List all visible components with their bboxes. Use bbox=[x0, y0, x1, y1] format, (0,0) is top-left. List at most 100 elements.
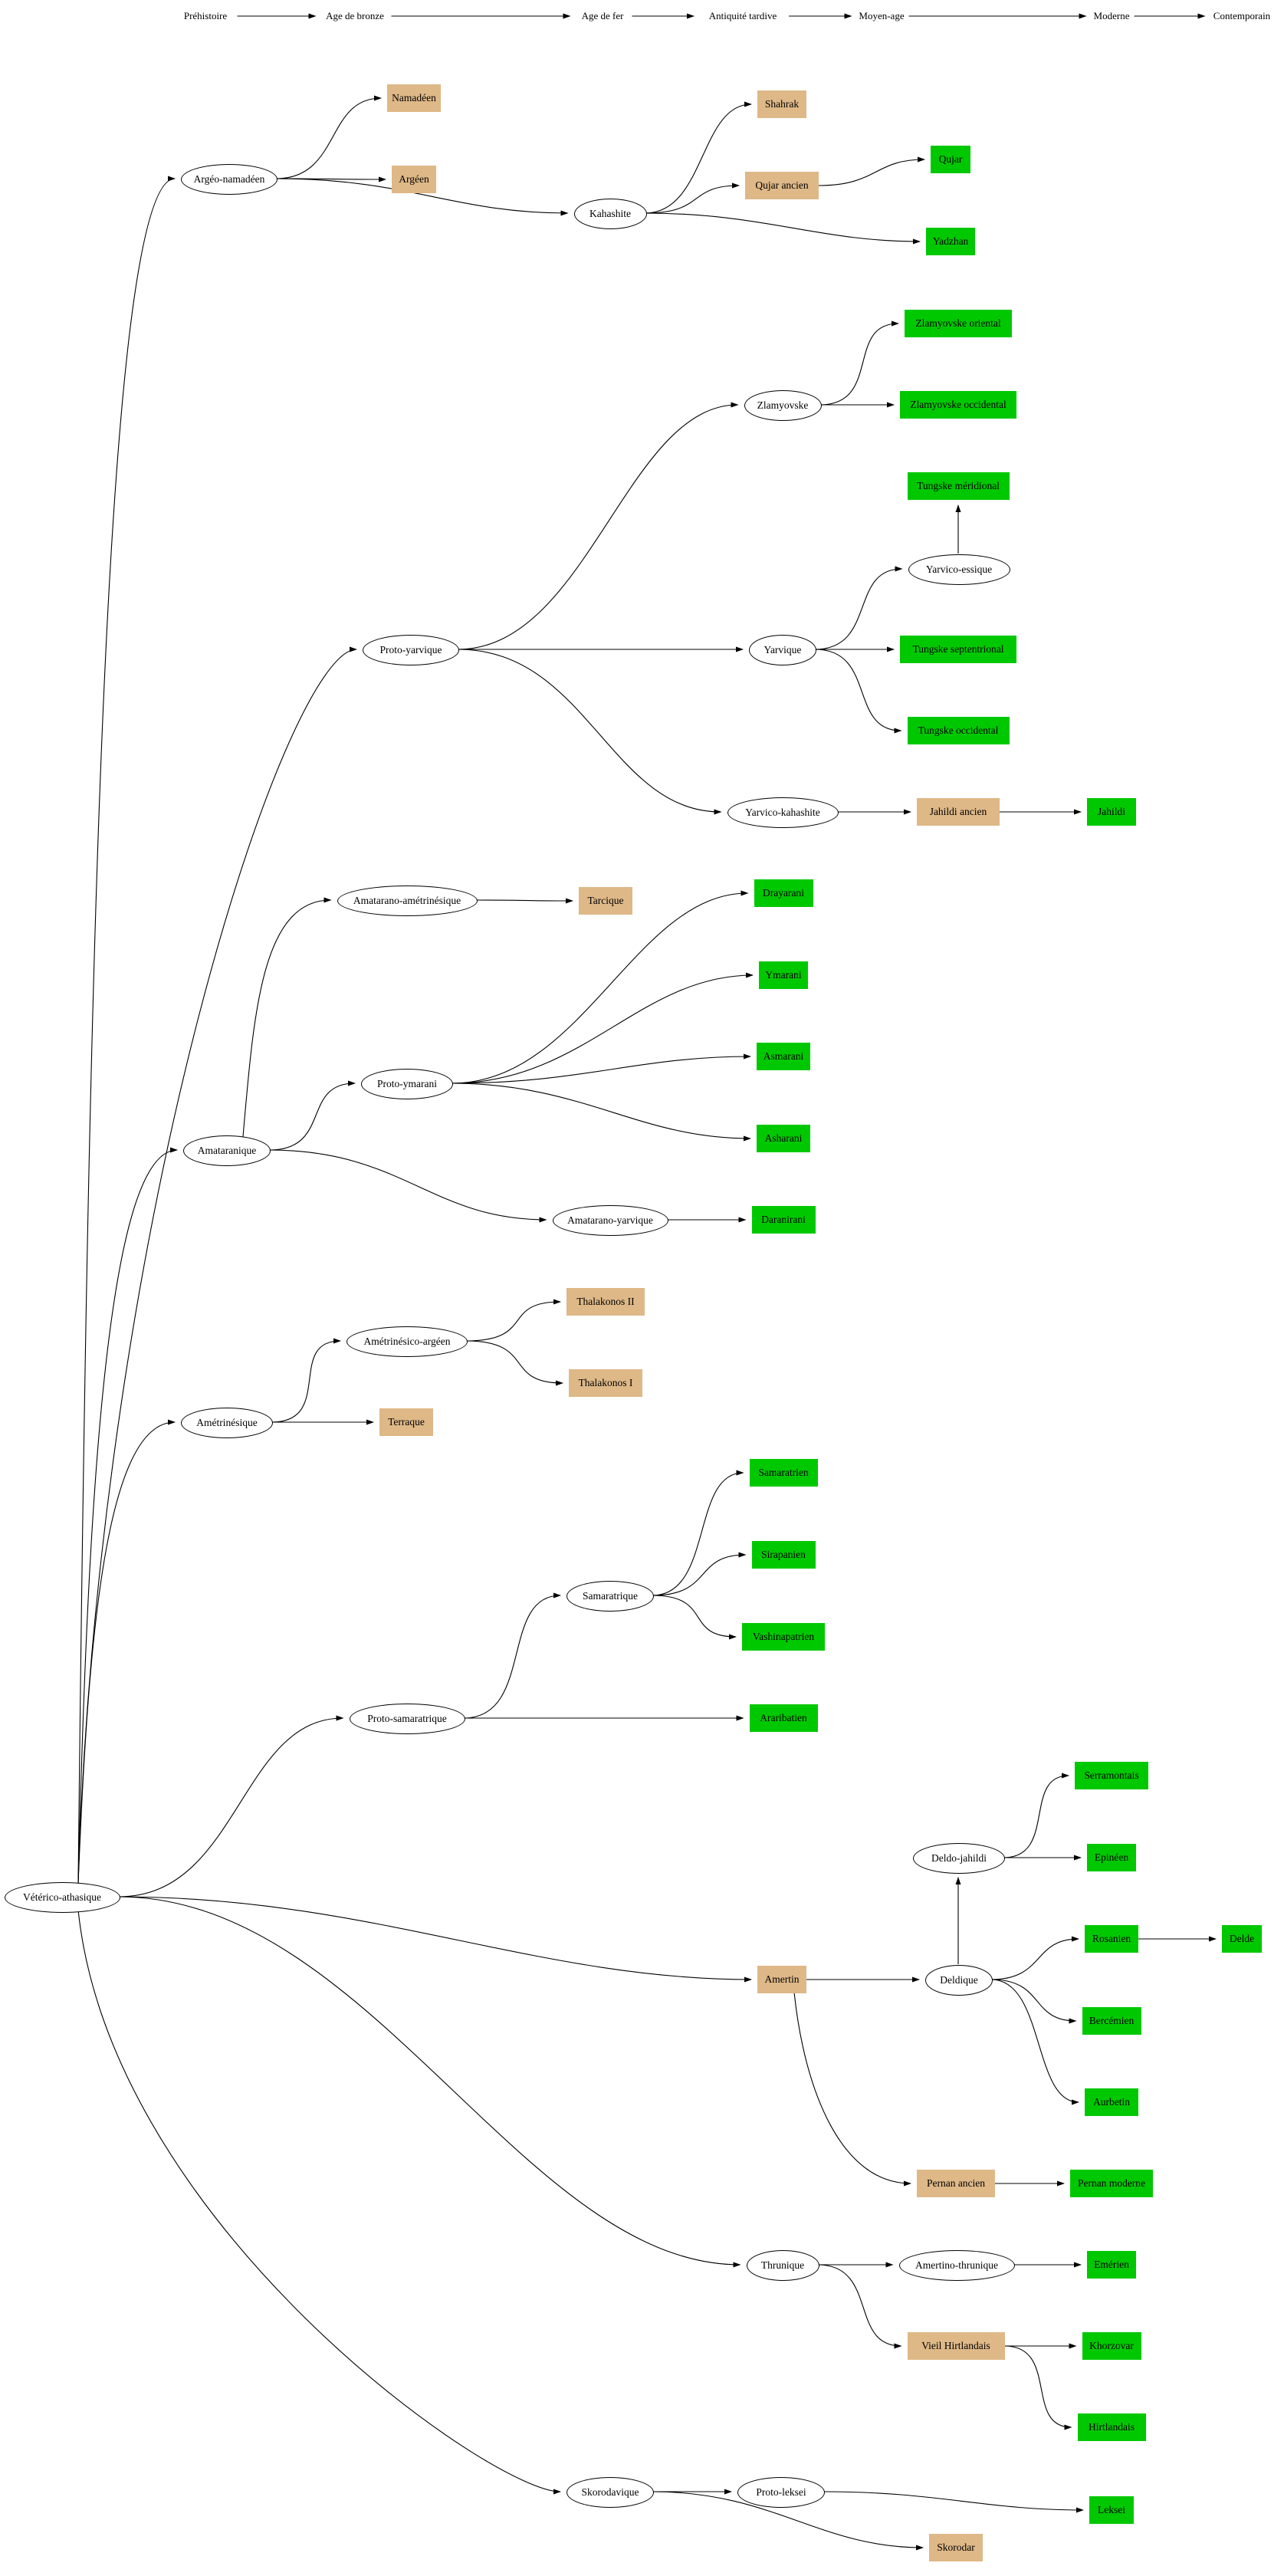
node-tungske_septentrional: Tungske septentrional bbox=[900, 636, 1016, 663]
node-yarvico_essique: Yarvico-essique bbox=[908, 554, 1010, 585]
node-zlam_oriental: Zlamyovske oriental bbox=[905, 310, 1012, 337]
edge-amataranique-to-proto_ymarani bbox=[268, 1080, 356, 1151]
edge-proto_ymarani-to-drayarani bbox=[451, 890, 749, 1084]
node-bercemien: Bercémien bbox=[1082, 2007, 1141, 2035]
node-asmarani: Asmarani bbox=[757, 1043, 810, 1070]
edge-proto_yarvique-to-yarvico_kahashite bbox=[457, 649, 722, 815]
node-emerien: Emérien bbox=[1087, 2251, 1136, 2279]
edge-ametrinesique-to-ametrinesico_argeen bbox=[271, 1338, 341, 1423]
node-jahildi_ancien: Jahildi ancien bbox=[917, 798, 1000, 826]
node-argeen: Argéen bbox=[392, 166, 436, 193]
node-araribatien: Araribatien bbox=[749, 1704, 818, 1732]
timeline-era-label: Age de fer bbox=[581, 10, 624, 21]
edge-veterico-to-amertin bbox=[118, 1896, 752, 1983]
node-hirtlandais: Hirtlandais bbox=[1077, 2413, 1146, 2441]
edge-veterico-to-amataranique bbox=[77, 1147, 178, 1884]
timeline-era-label: Moyen-age bbox=[859, 10, 905, 21]
node-qujar: Qujar bbox=[931, 146, 970, 173]
edge-samaratrique-to-vashinapatrien bbox=[652, 1595, 737, 1640]
node-veterico: Vétérico-athasique bbox=[4, 1882, 120, 1913]
node-namadeen: Namadéen bbox=[387, 84, 441, 112]
node-amatarano_yarvique: Amatarano-yarvique bbox=[552, 1205, 668, 1236]
edge-veterico-to-proto_yarvique bbox=[77, 646, 357, 1884]
node-yadzhan: Yadzhan bbox=[926, 228, 975, 255]
node-leksei: Leksei bbox=[1089, 2496, 1134, 2524]
edge-veterico-to-proto_samaratrique bbox=[118, 1715, 344, 1898]
edge-deldique-to-rosanien bbox=[990, 1936, 1079, 1980]
edge-argeo-to-namadeen bbox=[275, 95, 382, 179]
edge-samaratrique-to-samaratrien bbox=[652, 1470, 744, 1596]
node-samaratrien: Samaratrien bbox=[749, 1459, 818, 1487]
edge-proto_yarvique-to-zlamyovske bbox=[457, 402, 739, 650]
node-serramontais: Serramontais bbox=[1075, 1762, 1148, 1789]
edge-veterico-to-thrunique bbox=[118, 1896, 741, 2268]
node-tungske_occidental: Tungske occidental bbox=[907, 717, 1010, 744]
edge-veterico-to-argeo bbox=[77, 176, 176, 1884]
node-asharani: Asharani bbox=[757, 1125, 810, 1152]
node-proto_samaratrique: Proto-samaratrique bbox=[349, 1704, 465, 1734]
node-daranirani: Daranirani bbox=[751, 1206, 816, 1234]
edge-proto_ymarani-to-ymarani bbox=[451, 972, 754, 1084]
node-argeo: Argéo-namadéen bbox=[181, 164, 277, 195]
node-pernan_ancien: Pernan ancien bbox=[917, 2170, 995, 2197]
node-zlamyovske: Zlamyovske bbox=[744, 390, 822, 421]
edge-ametrinesico_argeen-to-thalakonos2 bbox=[465, 1299, 561, 1342]
edge-veterico-to-ametrinesique bbox=[77, 1419, 176, 1884]
edge-yarvique-to-yarvico_essique bbox=[814, 566, 903, 650]
edge-proto_leksei-to-leksei bbox=[823, 2491, 1084, 2513]
edge-proto_ymarani-to-asharani bbox=[451, 1083, 751, 1142]
edge-amataranique-to-amatarano_ametrinesique bbox=[242, 897, 332, 1137]
edge-deldique-to-bercemien bbox=[990, 1979, 1077, 2024]
node-ymarani: Ymarani bbox=[759, 961, 808, 989]
node-khorzovar: Khorzovar bbox=[1082, 2332, 1141, 2360]
node-thalakonos2: Thalakonos II bbox=[566, 1288, 645, 1316]
node-vieil_hirtlandais: Vieil Hirtlandais bbox=[907, 2332, 1005, 2360]
node-qujar_ancien: Qujar ancien bbox=[745, 172, 819, 199]
edge-kahashite-to-qujar_ancien bbox=[645, 182, 740, 214]
edge-qujar_ancien-to-qujar bbox=[818, 156, 925, 186]
node-proto_leksei: Proto-leksei bbox=[737, 2477, 825, 2508]
node-pernan_moderne: Pernan moderne bbox=[1070, 2170, 1153, 2197]
edge-deldique-to-aurbetin bbox=[990, 1979, 1079, 2105]
node-tungske_meridional: Tungske méridional bbox=[907, 472, 1010, 500]
node-proto_ymarani: Proto-ymarani bbox=[361, 1069, 453, 1099]
tree-edges bbox=[77, 95, 1217, 2551]
edge-amertin-to-pernan_ancien bbox=[793, 1992, 911, 2187]
node-epineen: Epinéen bbox=[1087, 1844, 1136, 1871]
node-skorodavique: Skorodavique bbox=[566, 2477, 654, 2508]
node-yarvico_kahashite: Yarvico-kahashite bbox=[727, 797, 839, 828]
node-amatarano_ametrinesique: Amatarano-amétrinésique bbox=[337, 886, 478, 916]
node-amertin: Amertin bbox=[757, 1966, 806, 1993]
edge-argeo-to-kahashite bbox=[275, 178, 569, 216]
node-vashinapatrien: Vashinapatrien bbox=[742, 1623, 825, 1651]
edge-proto_ymarani-to-asmarani bbox=[451, 1053, 751, 1084]
node-aurbetin: Aurbetin bbox=[1085, 2088, 1138, 2116]
node-delde: Delde bbox=[1222, 1925, 1262, 1953]
edge-yarvique-to-tungske_occidental bbox=[814, 649, 902, 734]
timeline-era-label: Contemporain bbox=[1213, 10, 1271, 21]
timeline-era-label: Préhistoire bbox=[183, 10, 228, 21]
node-sirapanien: Sirapanien bbox=[751, 1541, 816, 1569]
node-rosanien: Rosanien bbox=[1085, 1925, 1138, 1953]
timeline-era-label: Antiquité tardive bbox=[708, 10, 777, 21]
timeline-era-label: Age de bronze bbox=[326, 10, 384, 21]
node-drayarani: Drayarani bbox=[754, 879, 813, 907]
node-samaratrique: Samaratrique bbox=[566, 1581, 654, 1612]
node-amertino_thrunique: Amertino-thrunique bbox=[898, 2250, 1015, 2281]
edge-samaratrique-to-sirapanien bbox=[652, 1552, 747, 1596]
edge-amatarano_ametrinesique-to-tarcique bbox=[475, 898, 573, 904]
node-deldo_jahildi: Deldo-jahildi bbox=[913, 1843, 1005, 1874]
node-tarcique: Tarcique bbox=[579, 887, 632, 915]
edge-ametrinesico_argeen-to-thalakonos1 bbox=[465, 1340, 563, 1386]
edge-kahashite-to-shahrak bbox=[645, 101, 752, 214]
edge-skorodavique-to-skorodar bbox=[652, 2491, 924, 2551]
timeline-era-label: Moderne bbox=[1093, 10, 1130, 21]
edge-zlamyovske-to-zlam_oriental bbox=[819, 320, 899, 406]
node-amataranique: Amataranique bbox=[183, 1135, 271, 1166]
edge-deldo_jahildi-to-serramontais bbox=[1003, 1773, 1069, 1858]
edge-thrunique-to-vieil_hirtlandais bbox=[817, 2264, 902, 2349]
edge-kahashite-to-yadzhan bbox=[645, 212, 921, 245]
node-jahildi: Jahildi bbox=[1087, 798, 1136, 826]
